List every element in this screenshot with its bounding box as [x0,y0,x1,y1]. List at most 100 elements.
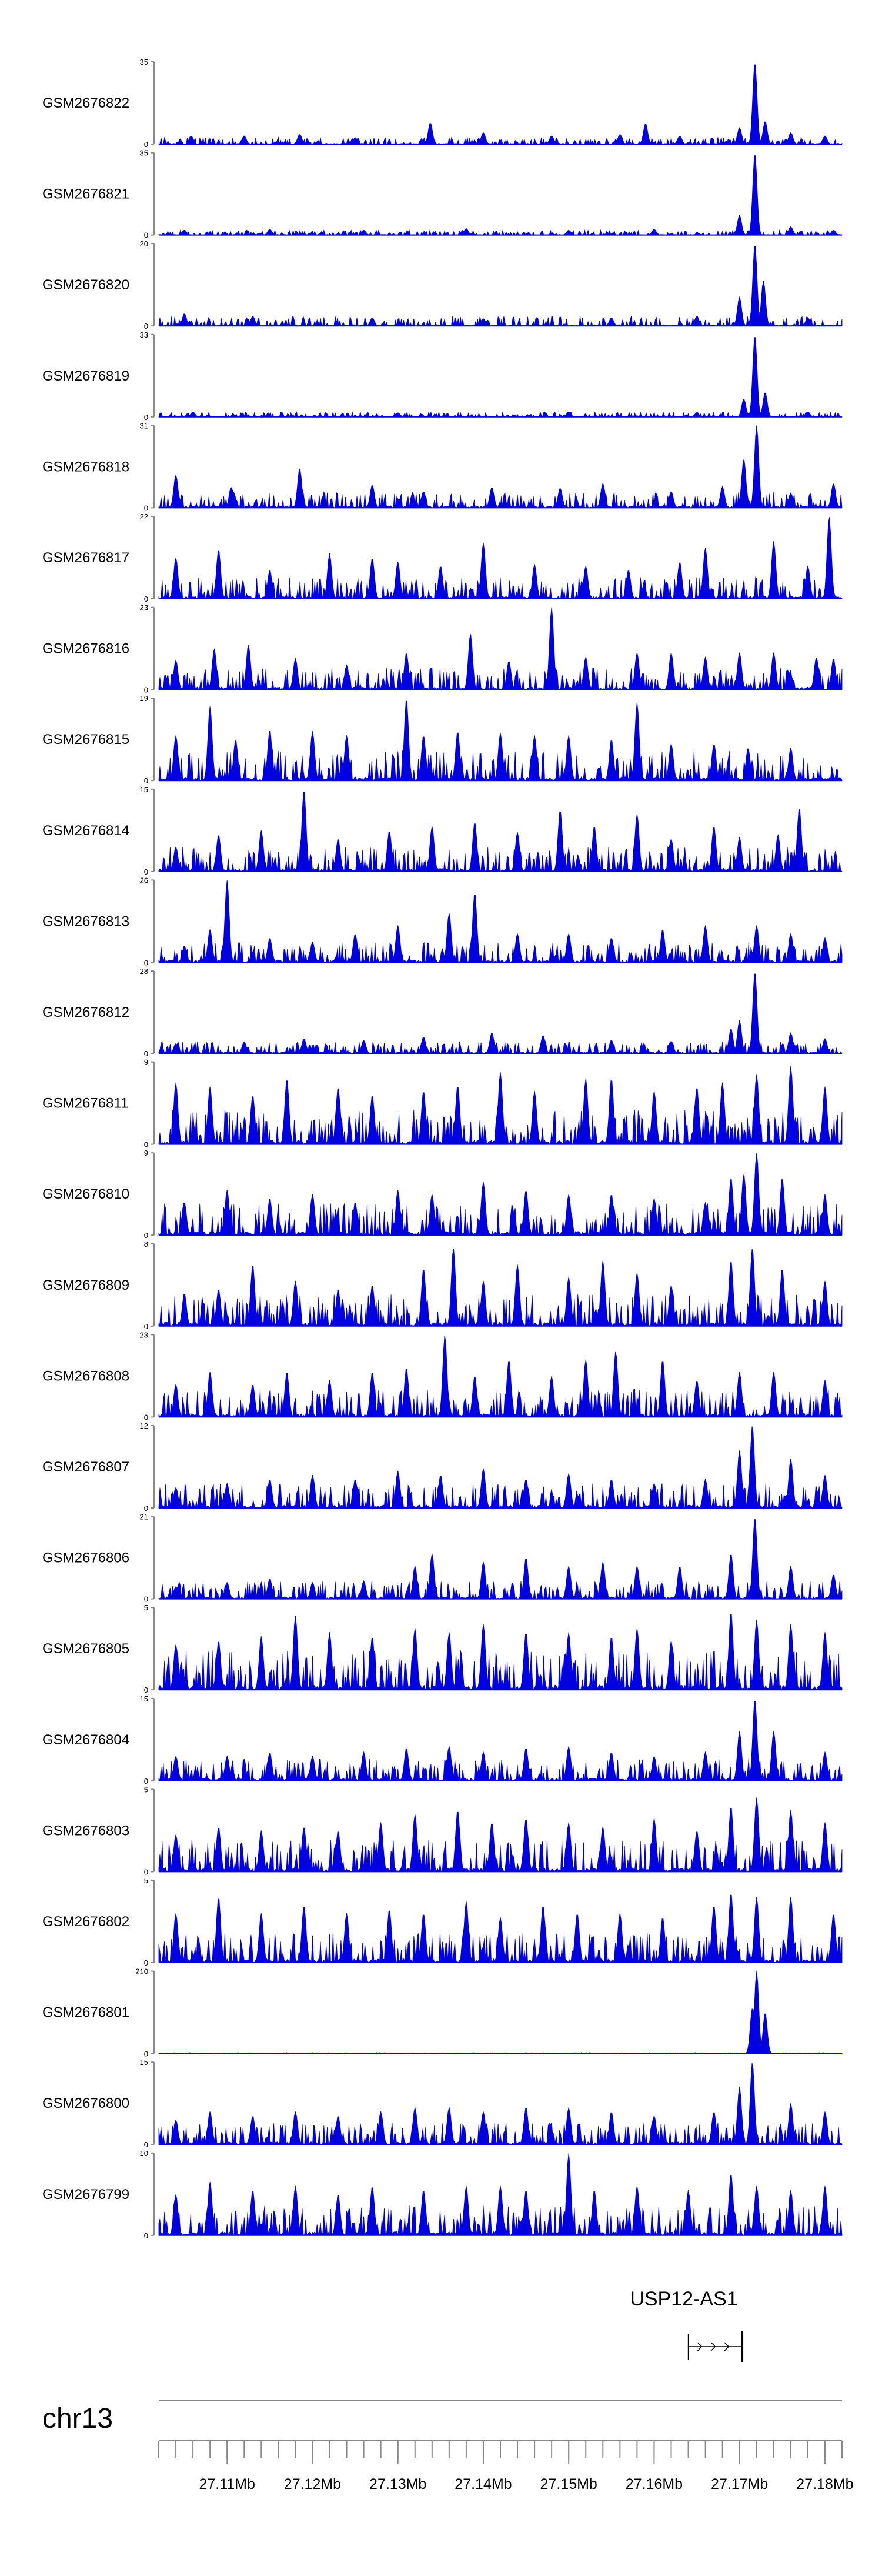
coverage-area [158,1894,843,1964]
coverage-tracks: GSM2676822350GSM2676821350GSM2676820200G… [42,58,843,2240]
y-zero-label: 0 [144,2140,148,2149]
chromosome-label: chr13 [42,2403,113,2434]
coverage-area [158,1701,843,1781]
y-max-label: 9 [144,1149,148,1157]
y-max-label: 10 [140,2149,148,2158]
track-name: GSM2676804 [42,1732,129,1748]
track-name: GSM2676800 [42,2095,129,2111]
track-GSM2676799: GSM2676799 10 0 [42,2149,843,2240]
y-max-label: 33 [140,331,148,339]
y-zero-label: 0 [144,776,148,785]
y-zero-label: 0 [144,1867,148,1876]
y-zero-label: 0 [144,1504,148,1513]
track-name: GSM2676816 [42,641,129,657]
y-zero-label: 0 [144,1231,148,1240]
coverage-area [158,425,843,509]
coverage-area [158,2063,843,2145]
coverage-area [158,64,843,145]
track-GSM2676812: GSM2676812 28 0 [42,967,843,1058]
track-GSM2676804: GSM2676804 15 0 [42,1694,843,1786]
strand-arrow [697,2342,703,2351]
coverage-area [158,2153,843,2236]
gene-label: USP12-AS1 [630,2288,737,2310]
track-name: GSM2676817 [42,550,129,566]
y-zero-label: 0 [144,1686,148,1694]
track-name: GSM2676805 [42,1641,129,1657]
track-GSM2676815: GSM2676815 19 0 [42,694,843,785]
track-name: GSM2676807 [42,1459,129,1475]
coverage-area [158,792,843,873]
track-name: GSM2676808 [42,1368,129,1384]
y-zero-label: 0 [144,1958,148,1967]
axis-ticks: 27.11Mb 27.12Mb 27.13Mb 27.14Mb 27.15Mb 27.16… [158,2441,854,2492]
y-zero-label: 0 [144,413,148,422]
y-zero-label: 0 [144,322,148,331]
track-GSM2676811: GSM2676811 9 0 [42,1058,843,1149]
y-zero-label: 0 [144,1140,148,1149]
coverage-area [158,155,843,236]
axis-tick-label: 27.14Mb [455,2476,512,2492]
y-zero-label: 0 [144,2050,148,2058]
strand-arrow [724,2342,730,2351]
coverage-area [158,246,843,327]
y-zero-label: 0 [144,503,148,512]
track-GSM2676819: GSM2676819 33 0 [42,331,843,422]
y-max-label: 5 [144,1785,148,1794]
y-max-label: 21 [140,1513,148,1521]
y-zero-label: 0 [144,867,148,876]
track-name: GSM2676819 [42,368,129,384]
coverage-area [158,1335,843,1418]
coverage-area [158,1248,843,1327]
track-name: GSM2676802 [42,1914,129,1930]
track-GSM2676813: GSM2676813 26 0 [42,876,843,967]
y-max-label: 15 [140,2058,148,2067]
track-GSM2676800: GSM2676800 15 0 [42,2058,843,2149]
coverage-area [158,1614,843,1691]
y-zero-label: 0 [144,2231,148,2240]
y-max-label: 23 [140,603,148,612]
track-GSM2676808: GSM2676808 23 0 [42,1330,843,1422]
track-GSM2676809: GSM2676809 8 0 [42,1240,843,1331]
track-GSM2676822: GSM2676822 35 0 [42,58,843,149]
coverage-area [158,337,843,418]
axis-tick-label: 27.11Mb [199,2476,255,2492]
track-name: GSM2676806 [42,1550,129,1566]
coverage-area [158,1797,843,1873]
y-zero-label: 0 [144,1322,148,1331]
y-max-label: 26 [140,876,148,885]
y-max-label: 35 [140,149,148,158]
y-max-label: 12 [140,1422,148,1430]
coverage-area [158,1066,843,1145]
y-max-label: 19 [140,694,148,703]
y-max-label: 15 [140,1694,148,1703]
y-max-label: 9 [144,1058,148,1067]
track-name: GSM2676822 [42,95,129,111]
y-max-label: 23 [140,1330,148,1339]
track-name: GSM2676813 [42,913,129,929]
y-max-label: 28 [140,967,148,976]
coverage-area [158,517,843,599]
coverage-area [158,700,843,782]
track-name: GSM2676810 [42,1186,129,1202]
track-GSM2676805: GSM2676805 5 0 [42,1603,843,1694]
axis-tick-label: 27.16Mb [626,2476,683,2492]
track-name: GSM2676812 [42,1005,129,1020]
y-zero-label: 0 [144,686,148,695]
axis-tick-label: 27.13Mb [369,2476,426,2492]
track-name: GSM2676818 [42,459,129,475]
y-max-label: 8 [144,1240,148,1249]
track-GSM2676817: GSM2676817 22 0 [42,512,843,603]
track-GSM2676803: GSM2676803 5 0 [42,1785,843,1876]
y-max-label: 15 [140,785,148,794]
coverage-area [158,880,843,963]
gene-track: USP12-AS1 [630,2288,744,2362]
y-max-label: 20 [140,239,148,248]
track-GSM2676820: GSM2676820 20 0 [42,239,843,331]
coverage-area [158,1426,843,1509]
coverage-area [158,1971,843,2054]
genome-axis: chr13 27.11Mb 27.12Mb 27.13Mb 27.14Mb 27.15M… [42,2400,854,2492]
track-GSM2676816: GSM2676816 23 0 [42,603,843,695]
coverage-area [158,1153,843,1236]
y-zero-label: 0 [144,231,148,240]
